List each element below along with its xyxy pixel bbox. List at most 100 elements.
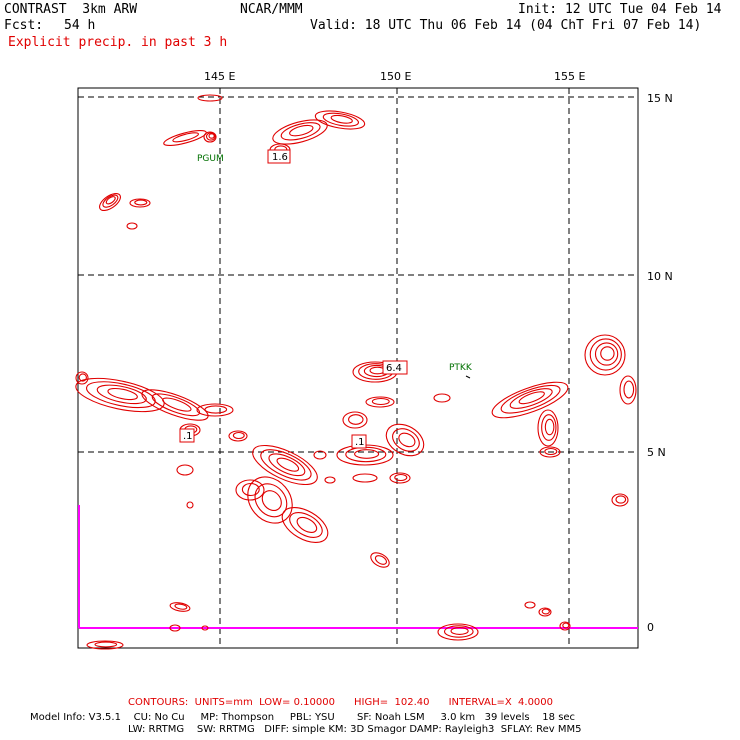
precip-contour bbox=[280, 122, 321, 141]
precip-contour bbox=[94, 641, 118, 648]
precip-contour bbox=[96, 384, 147, 405]
precip-contour bbox=[174, 603, 188, 610]
precip-contour bbox=[539, 446, 561, 458]
precip-contour bbox=[385, 423, 425, 457]
precip-contour bbox=[204, 405, 228, 414]
precip-contour bbox=[619, 375, 637, 405]
contour-info: CONTOURS: UNITS=mm LOW= 0.10000 HIGH= 10… bbox=[128, 697, 554, 708]
precip-contour bbox=[105, 196, 116, 205]
precip-contours bbox=[75, 94, 637, 650]
init-time: Init: 12 UTC Tue 04 Feb 14 bbox=[518, 2, 722, 17]
precip-contour bbox=[589, 338, 622, 371]
precip-contour bbox=[352, 473, 378, 483]
precip-contour bbox=[141, 389, 209, 421]
contour-label: .1 bbox=[355, 437, 365, 448]
precip-contour bbox=[129, 198, 151, 208]
precip-contour bbox=[541, 414, 557, 441]
precip-contour bbox=[389, 472, 411, 484]
precip-contour bbox=[260, 449, 312, 481]
lat-label-5n: 5 N bbox=[647, 446, 666, 459]
precip-contour bbox=[186, 501, 194, 509]
contour-label: 6.4 bbox=[386, 363, 402, 374]
precip-contour bbox=[281, 507, 329, 543]
valid-time: Valid: 18 UTC Thu 06 Feb 14 (04 ChT Fri … bbox=[310, 18, 702, 33]
precip-contour bbox=[75, 377, 165, 413]
precip-contour bbox=[134, 199, 148, 206]
precip-contour bbox=[544, 418, 555, 436]
precip-contour bbox=[584, 334, 626, 376]
lon-label-155: 155 E bbox=[554, 70, 586, 83]
precip-contour bbox=[541, 608, 550, 615]
model-info: Model Info: V3.5.1 CU: No Cu MP: Thompso… bbox=[30, 712, 576, 723]
center-label: NCAR/MMM bbox=[240, 2, 303, 17]
precip-contour bbox=[205, 132, 216, 141]
precip-contour bbox=[330, 114, 353, 124]
contour-label-box bbox=[267, 149, 291, 164]
precip-contour bbox=[169, 602, 191, 612]
model-info-physics: LW: RRTMG SW: RRTMG DIFF: simple KM: 3D … bbox=[128, 724, 582, 735]
precip-contour bbox=[544, 447, 558, 456]
precip-contour bbox=[252, 444, 318, 486]
forecast-label: Fcst: bbox=[4, 18, 44, 33]
precip-contour bbox=[562, 622, 570, 629]
contour-labels: 1.6 6.4 .1 .1 bbox=[179, 149, 408, 449]
contour-label-box bbox=[382, 360, 408, 375]
precip-contour bbox=[289, 124, 314, 137]
precip-contour bbox=[518, 391, 545, 405]
colorbar-zero-label: 0 bbox=[647, 621, 654, 634]
precip-contour bbox=[169, 624, 181, 632]
precip-contour bbox=[450, 627, 469, 635]
precip-contour bbox=[228, 430, 248, 442]
precip-contour bbox=[365, 396, 395, 408]
station-marker-ptkk bbox=[465, 375, 471, 379]
colorbar bbox=[78, 505, 638, 629]
precip-contour bbox=[176, 464, 194, 476]
precip-contour bbox=[208, 133, 215, 139]
precip-contour bbox=[437, 623, 479, 641]
precip-contour bbox=[232, 431, 245, 440]
precip-contour bbox=[324, 476, 336, 484]
precip-contour bbox=[600, 346, 615, 361]
precip-contour bbox=[500, 384, 561, 414]
precip-contour bbox=[443, 625, 474, 638]
precip-contour bbox=[370, 552, 390, 568]
lon-label-145: 145 E bbox=[204, 70, 236, 83]
precip-contour bbox=[86, 640, 124, 650]
precip-contour bbox=[392, 428, 420, 452]
precip-contour bbox=[241, 482, 260, 497]
precip-contour bbox=[538, 607, 552, 617]
precip-contour bbox=[276, 457, 300, 472]
station-label-ptkk: PTKK bbox=[449, 363, 473, 373]
precip-contour bbox=[172, 132, 199, 143]
precip-contour bbox=[611, 493, 629, 507]
precip-contour bbox=[86, 381, 156, 409]
precip-contour bbox=[371, 397, 390, 406]
map-frame bbox=[77, 87, 639, 649]
precip-contour bbox=[348, 414, 364, 425]
precip-contour bbox=[623, 380, 635, 399]
precip-contour bbox=[102, 194, 119, 208]
precip-contour bbox=[261, 490, 282, 512]
precip-contour bbox=[509, 388, 553, 409]
precip-contour bbox=[537, 409, 559, 447]
precip-contour bbox=[342, 411, 368, 429]
precip-contour bbox=[201, 625, 209, 631]
precip-contour bbox=[162, 397, 192, 412]
station-label-pgum: PGUM bbox=[197, 154, 224, 164]
lat-label-10n: 10 N bbox=[647, 270, 673, 283]
precip-contour bbox=[268, 453, 306, 477]
precip-contour bbox=[163, 129, 207, 147]
precip-contour bbox=[126, 222, 138, 230]
forecast-hour: 54 h bbox=[64, 18, 96, 33]
contour-label-box bbox=[351, 434, 367, 449]
precip-contour bbox=[394, 473, 408, 482]
precip-contour bbox=[615, 495, 627, 504]
stations: PGUM PTKK bbox=[197, 154, 473, 379]
precip-contour bbox=[374, 555, 387, 565]
precip-contour bbox=[524, 601, 536, 609]
precip-contour bbox=[433, 393, 451, 403]
precip-contour bbox=[594, 342, 619, 366]
contour-label-box bbox=[179, 428, 195, 443]
precip-contour bbox=[313, 450, 327, 460]
